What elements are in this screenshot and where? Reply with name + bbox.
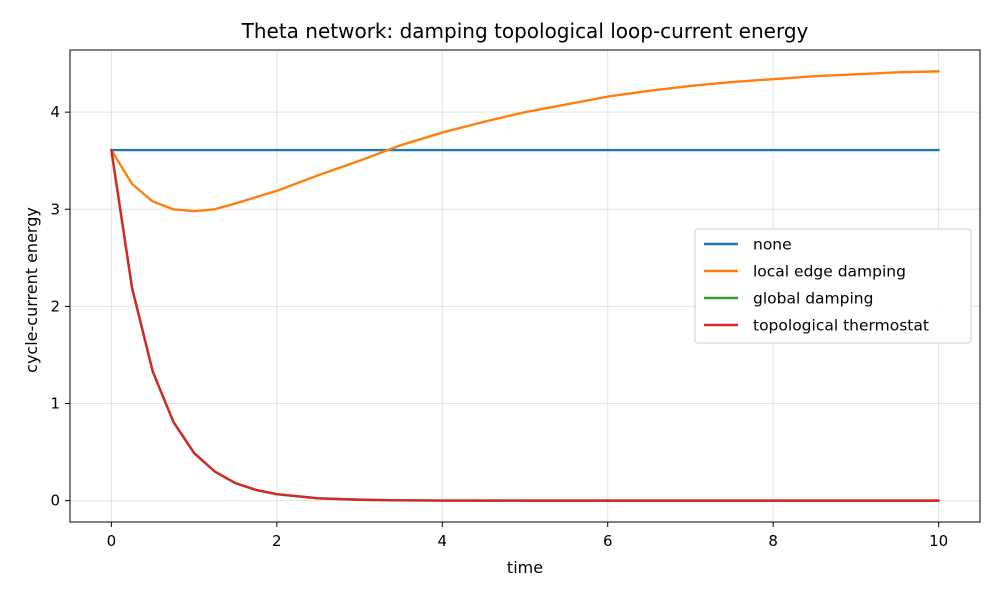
- x-tick-label: 10: [929, 532, 948, 550]
- x-axis-label: time: [507, 558, 543, 577]
- x-tick-label: 0: [107, 532, 117, 550]
- y-tick-label: 0: [50, 492, 60, 510]
- series-lines: [110, 70, 940, 502]
- y-tick-label: 1: [50, 395, 60, 413]
- x-tick-label: 8: [768, 532, 778, 550]
- axis-ticks: 0 2 4 6 8 10 0 1 2 3 4: [50, 103, 948, 550]
- legend-label: topological thermostat: [753, 317, 929, 335]
- legend-label: local edge damping: [753, 263, 906, 281]
- series-line-3: [110, 148, 940, 502]
- y-tick-label: 2: [50, 297, 60, 315]
- plot-frame: [69, 49, 981, 523]
- series-line-1: [110, 70, 940, 213]
- legend-box: [694, 228, 972, 344]
- y-axis-label: cycle-current energy: [22, 207, 41, 373]
- y-tick-label: 3: [50, 200, 60, 218]
- y-tick-label: 4: [50, 103, 60, 121]
- legend-label: global damping: [753, 290, 873, 308]
- x-tick-label: 4: [437, 532, 447, 550]
- x-tick-label: 2: [272, 532, 282, 550]
- legend-label: none: [753, 236, 792, 254]
- chart-title: Theta network: damping topological loop-…: [241, 19, 809, 43]
- x-tick-label: 6: [603, 532, 613, 550]
- legend: none local edge damping global damping topo…: [694, 228, 972, 344]
